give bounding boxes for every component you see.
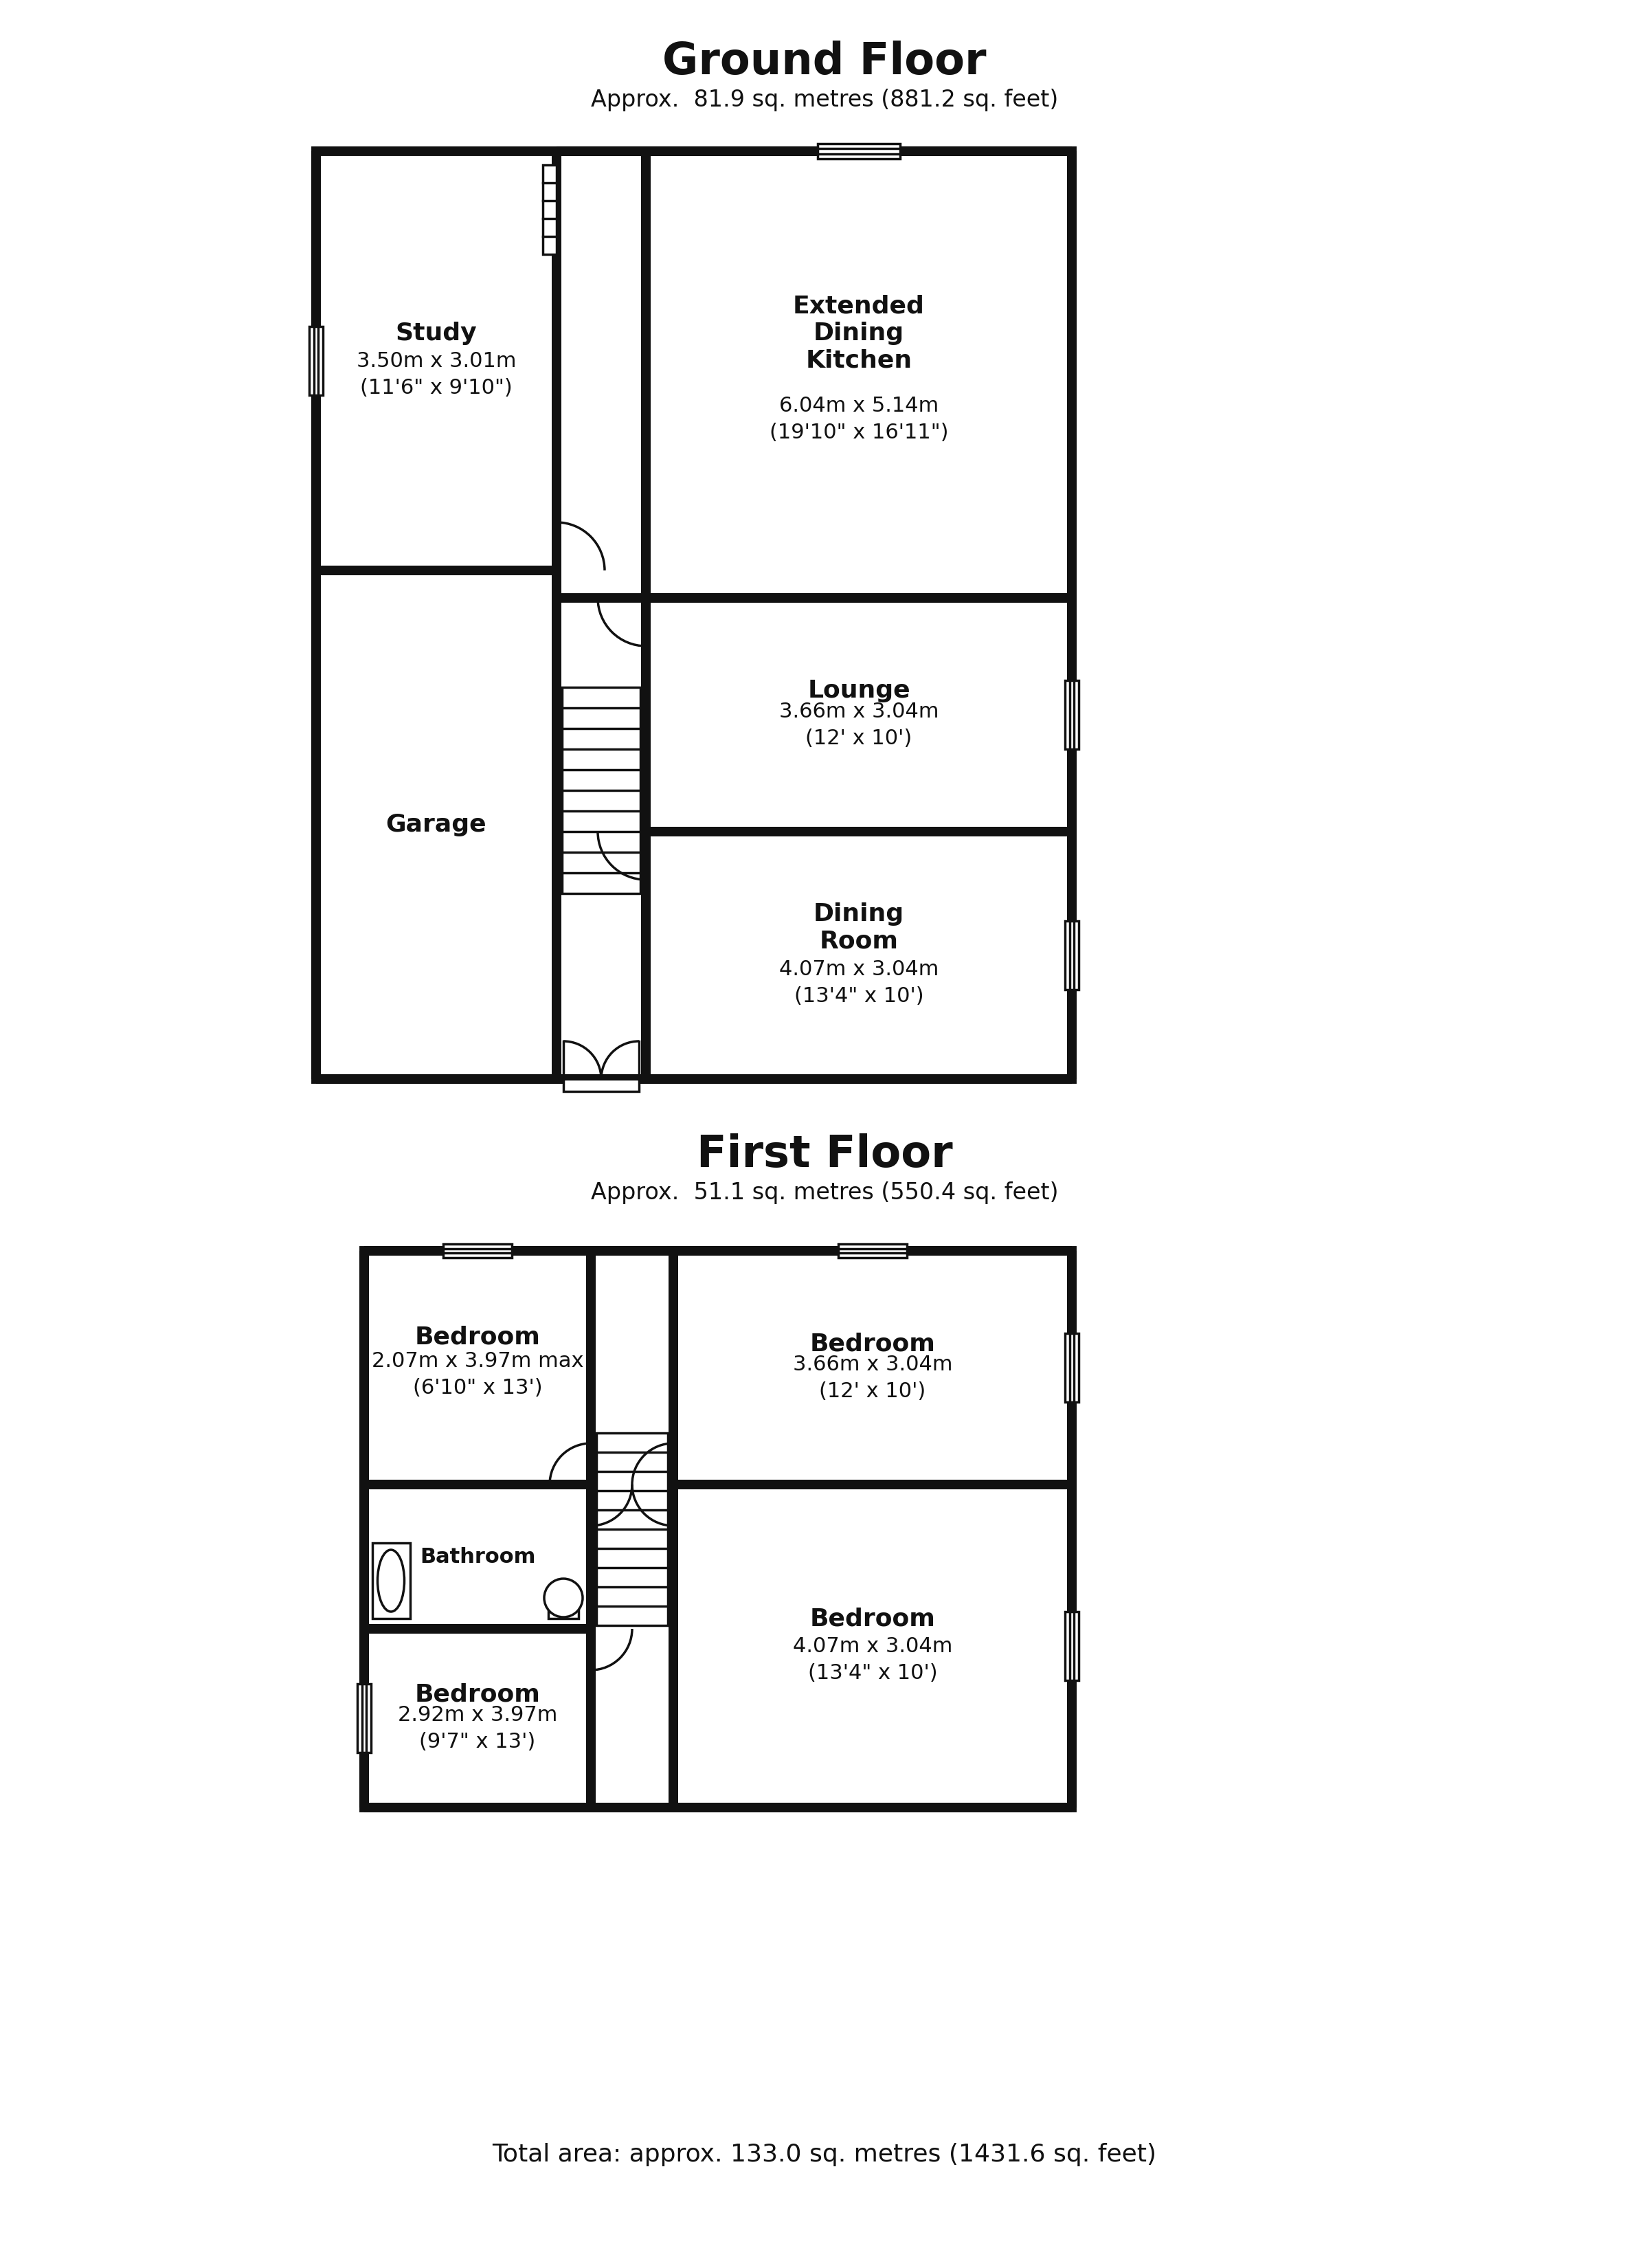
Text: Total area: approx. 133.0 sq. metres (1431.6 sq. feet): Total area: approx. 133.0 sq. metres (14… xyxy=(493,2143,1156,2166)
Text: Bedroom: Bedroom xyxy=(414,1325,541,1349)
Bar xyxy=(673,1252,1072,1486)
Bar xyxy=(646,832,1072,1080)
Bar xyxy=(646,152,1072,599)
Bar xyxy=(317,152,557,572)
Bar xyxy=(373,1542,411,1619)
Text: First Floor: First Floor xyxy=(696,1134,953,1175)
Bar xyxy=(673,1486,1072,1808)
Bar xyxy=(364,1252,590,1486)
Bar xyxy=(317,572,557,1080)
Bar xyxy=(1065,1334,1078,1402)
Bar xyxy=(444,1243,511,1259)
Bar xyxy=(310,327,323,395)
Bar xyxy=(646,599,1072,832)
Bar xyxy=(562,687,640,894)
Text: Bedroom: Bedroom xyxy=(414,1683,541,1706)
Text: Extended
Dining
Kitchen: Extended Dining Kitchen xyxy=(793,295,925,372)
Bar xyxy=(1065,680,1078,748)
Ellipse shape xyxy=(378,1549,404,1613)
Text: Bedroom: Bedroom xyxy=(810,1606,935,1631)
Text: 3.50m x 3.01m
(11'6" x 9'10"): 3.50m x 3.01m (11'6" x 9'10") xyxy=(356,352,516,397)
Text: Bathroom: Bathroom xyxy=(420,1547,536,1567)
Bar xyxy=(364,1628,590,1808)
Circle shape xyxy=(544,1579,582,1617)
Text: 3.66m x 3.04m
(12' x 10'): 3.66m x 3.04m (12' x 10') xyxy=(778,703,938,748)
Bar xyxy=(818,143,900,159)
Text: Approx.  81.9 sq. metres (881.2 sq. feet): Approx. 81.9 sq. metres (881.2 sq. feet) xyxy=(590,88,1059,111)
Text: 4.07m x 3.04m
(13'4" x 10'): 4.07m x 3.04m (13'4" x 10') xyxy=(778,959,938,1007)
Text: Lounge: Lounge xyxy=(808,678,910,703)
Text: 2.92m x 3.97m
(9'7" x 13'): 2.92m x 3.97m (9'7" x 13') xyxy=(397,1706,557,1751)
Bar xyxy=(358,1683,371,1753)
Text: Dining
Room: Dining Room xyxy=(813,903,904,953)
Text: Study: Study xyxy=(396,322,477,345)
Bar xyxy=(547,1606,579,1619)
Bar xyxy=(1065,1613,1078,1681)
Text: Garage: Garage xyxy=(386,812,486,837)
Text: Bedroom: Bedroom xyxy=(810,1331,935,1356)
Bar xyxy=(543,166,557,254)
Text: 2.07m x 3.97m max
(6'10" x 13'): 2.07m x 3.97m max (6'10" x 13') xyxy=(371,1352,584,1397)
Bar xyxy=(564,1080,640,1091)
Text: 6.04m x 5.14m
(19'10" x 16'11"): 6.04m x 5.14m (19'10" x 16'11") xyxy=(770,397,948,442)
Text: 4.07m x 3.04m
(13'4" x 10'): 4.07m x 3.04m (13'4" x 10') xyxy=(793,1637,953,1683)
Bar xyxy=(597,1433,668,1626)
Text: 3.66m x 3.04m
(12' x 10'): 3.66m x 3.04m (12' x 10') xyxy=(793,1354,953,1402)
Bar xyxy=(838,1243,907,1259)
Bar xyxy=(1065,921,1078,989)
Bar xyxy=(364,1486,590,1628)
Text: Ground Floor: Ground Floor xyxy=(663,41,986,84)
Text: Approx.  51.1 sq. metres (550.4 sq. feet): Approx. 51.1 sq. metres (550.4 sq. feet) xyxy=(590,1182,1059,1204)
